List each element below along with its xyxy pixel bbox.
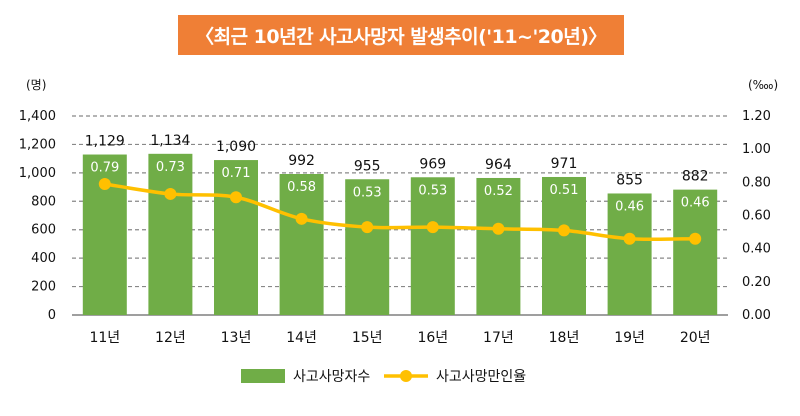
legend-swatch-point: [400, 370, 412, 382]
line-point: [295, 212, 308, 225]
x-axis-tick-label: 17년: [483, 330, 514, 346]
x-axis-tick-label: 13년: [221, 330, 252, 346]
bar: [673, 189, 718, 315]
x-axis-tick-label: 19년: [614, 330, 645, 346]
x-axis-tick-label: 12년: [155, 330, 186, 346]
rate-value-label: 0.51: [550, 183, 579, 198]
left-axis-tick-label: 0: [48, 308, 56, 323]
rate-value-label: 0.58: [287, 180, 316, 195]
bar: [476, 177, 521, 315]
left-axis-tick-label: 800: [31, 194, 56, 209]
bar-value-label: 1,134: [150, 133, 190, 149]
bar: [279, 173, 324, 315]
bar: [410, 177, 455, 315]
line-point: [98, 177, 111, 190]
line-point: [230, 191, 242, 204]
line-point: [164, 187, 177, 200]
chart-title: 〈최근 10년간 사고사망자 발생추이('11~'20년)〉: [178, 15, 624, 55]
right-axis-tick-label: 1.00: [742, 142, 771, 157]
rate-value-label: 0.79: [90, 161, 119, 176]
rate-value-label: 0.53: [353, 185, 382, 200]
left-axis-tick-label: 200: [31, 280, 56, 295]
right-axis-tick-label: 0.80: [742, 175, 771, 190]
left-axis-unit: (명): [26, 78, 46, 92]
line-point: [689, 232, 702, 245]
line-point: [492, 222, 505, 235]
bar: [607, 193, 652, 315]
left-axis-tick-label: 600: [31, 223, 56, 238]
bar-value-label: 969: [419, 156, 446, 172]
x-axis-tick-label: 16년: [417, 330, 448, 346]
rate-value-label: 0.46: [615, 199, 644, 214]
x-axis-tick-label: 14년: [286, 330, 317, 346]
bar: [214, 160, 258, 315]
bar-value-label: 1,129: [85, 134, 125, 150]
bar-value-label: 855: [616, 172, 643, 188]
left-axis-tick-label: 1,000: [19, 166, 56, 181]
rate-value-label: 0.73: [156, 160, 185, 175]
x-axis-tick-label: 11년: [89, 330, 120, 346]
bar-value-label: 992: [288, 153, 315, 169]
line-point: [558, 224, 570, 237]
legend-swatch-bar: [241, 369, 285, 383]
line-point: [361, 221, 374, 234]
x-axis-tick-label: 18년: [549, 330, 580, 346]
bar-value-label: 882: [682, 169, 709, 185]
bar: [542, 176, 586, 315]
bar-value-label: 955: [354, 158, 381, 174]
right-axis-unit: (‱): [748, 78, 778, 92]
line-point: [623, 232, 636, 245]
bar: [148, 153, 193, 315]
left-axis-tick-label: 400: [31, 251, 56, 266]
line-point: [426, 221, 439, 234]
legend-label-line: 사고사망만인율: [436, 369, 526, 385]
left-axis-tick-label: 1,200: [19, 137, 56, 152]
rate-value-label: 0.71: [222, 166, 251, 181]
x-axis-tick-label: 20년: [680, 330, 711, 346]
right-axis-tick-label: 0.40: [742, 242, 771, 257]
left-axis-tick-label: 1,400: [19, 109, 56, 124]
right-axis-tick-label: 1.20: [742, 109, 771, 124]
bar: [345, 179, 390, 315]
rate-value-label: 0.53: [418, 183, 447, 198]
right-axis-tick-label: 0.00: [742, 308, 771, 323]
rate-value-label: 0.46: [681, 196, 710, 211]
rate-value-label: 0.52: [484, 184, 513, 199]
right-axis-tick-label: 0.20: [742, 275, 771, 290]
legend-label-bar: 사고사망자수: [293, 369, 370, 385]
series-line: [104, 182, 696, 242]
x-axis-tick-label: 15년: [352, 330, 383, 346]
right-axis-tick-label: 0.60: [742, 209, 771, 224]
bar-value-label: 1,090: [216, 139, 256, 155]
bar-value-label: 971: [551, 156, 578, 172]
bar-value-label: 964: [485, 157, 512, 173]
